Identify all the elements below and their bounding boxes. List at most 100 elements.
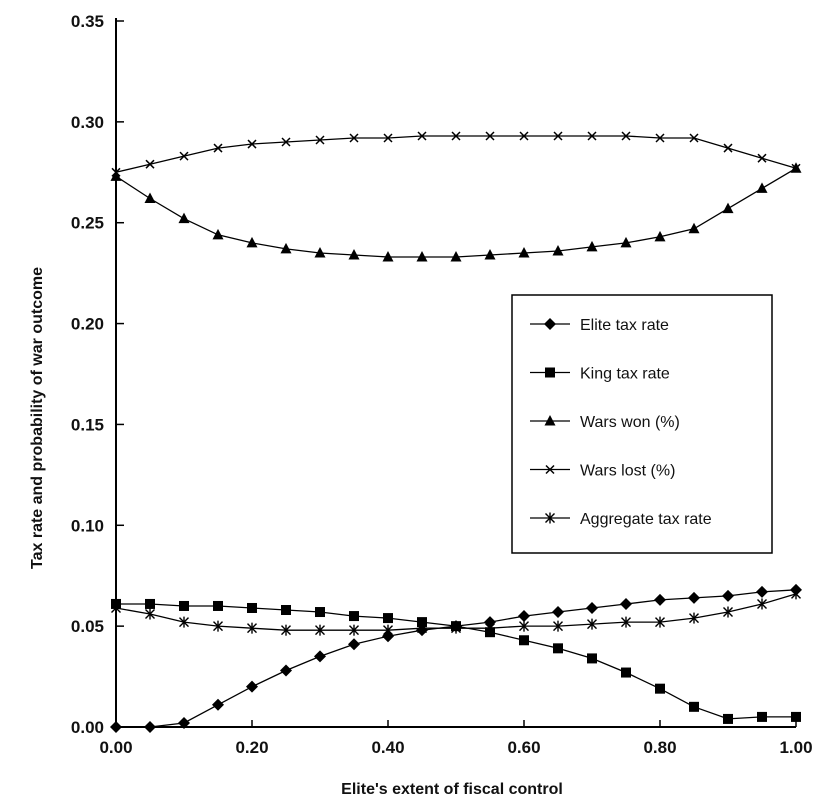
data-point [179,600,189,611]
data-point [110,721,122,733]
y-tick-label: 0.35 [71,12,104,31]
y-axis-title: Tax rate and probability of war outcome [29,267,46,569]
legend-label: King tax rate [580,366,670,383]
legend-box [511,294,773,554]
data-point [179,616,189,628]
data-point [383,613,393,624]
data-point [689,612,699,624]
data-point [348,248,360,260]
legend-label: Wars won (%) [580,414,680,431]
data-point [519,131,529,141]
data-point [587,131,597,141]
data-point [723,713,733,724]
data-point [382,251,394,262]
series-asterisk [111,588,801,636]
data-point [655,683,665,694]
data-point [722,589,734,602]
legend-marker [544,415,556,426]
data-point [723,606,733,618]
data-point [349,611,359,622]
data-point [416,251,428,262]
x-tick-label: 0.20 [235,738,268,757]
data-point [383,133,393,143]
data-point [757,153,767,163]
legend-marker [544,318,556,330]
data-point [586,240,598,252]
series-diamond [110,583,802,733]
series-line [115,167,797,258]
data-point [688,591,700,604]
data-point [281,624,291,636]
legend-items: Elite tax rate King tax rate Wars won (%) W… [530,317,712,528]
y-tick-label: 0.00 [71,718,104,737]
data-point [723,143,733,153]
data-point [212,698,224,711]
data-point [791,163,801,173]
data-point [451,131,461,141]
data-point [689,133,699,143]
data-point [552,606,564,619]
data-point [620,597,632,610]
data-point [553,643,563,654]
data-point [689,701,699,712]
data-point [553,131,563,141]
data-point [450,251,462,262]
data-point [178,716,190,729]
data-point [213,600,223,611]
data-point [281,605,291,616]
data-point [417,617,427,628]
data-point [417,131,427,141]
data-point [722,202,734,214]
data-point [144,192,156,204]
series-layer [110,131,802,733]
data-point [349,133,359,143]
data-point [791,588,801,600]
legend-marker [545,464,555,475]
data-point [620,236,632,248]
data-point [518,610,530,623]
data-point [621,616,631,628]
data-point [621,131,631,141]
data-point [485,622,495,634]
data-point [587,653,597,664]
y-tick-label: 0.15 [71,415,104,434]
data-point [144,721,156,733]
x-tick-label: 0.60 [507,738,540,757]
data-point [111,602,121,614]
data-point [756,182,768,193]
data-point [247,622,257,634]
legend-marker [545,367,555,378]
legend-label: Wars lost (%) [580,463,675,480]
data-point [281,137,291,147]
data-point [417,622,427,634]
data-point [348,638,360,651]
legend-item: Wars won (%) [530,414,680,431]
y-tick-label: 0.25 [71,214,104,233]
data-point [485,131,495,141]
legend-label: Elite tax rate [580,317,669,334]
series-triangle [110,162,802,262]
data-point [519,635,529,646]
data-point [145,608,155,620]
data-point [315,607,325,618]
data-point [383,624,393,636]
data-point [246,236,258,248]
data-point [247,139,257,149]
x-tick-label: 0.40 [371,738,404,757]
data-point [688,222,700,234]
data-point [451,622,461,634]
data-point [314,650,326,663]
data-point [519,620,529,632]
data-point [213,143,223,153]
data-point [586,601,598,614]
data-point [178,212,190,224]
data-point [587,618,597,630]
data-point [484,248,496,260]
x-tick-label: 0.00 [99,738,132,757]
data-point [756,585,768,598]
data-point [213,620,223,632]
data-point [110,170,122,181]
x-ticks: 0.00 0.20 0.40 0.60 0.80 1.00 [99,720,813,757]
legend-marker [545,512,555,524]
